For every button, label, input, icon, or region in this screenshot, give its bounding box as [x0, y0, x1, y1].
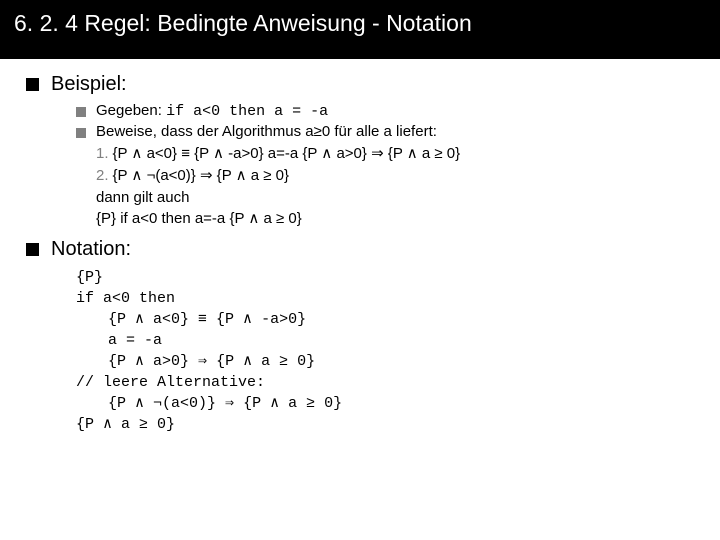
slide-content: Beispiel: Gegeben: if a<0 then a = -a Be…	[0, 59, 720, 435]
given-code: if a<0 then a = -a	[166, 103, 328, 120]
section-heading: Beispiel:	[51, 73, 127, 96]
given-line: Gegeben: if a<0 then a = -a	[76, 102, 720, 120]
code-line: a = -a	[76, 330, 720, 351]
code-line: if a<0 then	[76, 288, 720, 309]
section-notation: Notation:	[26, 238, 720, 261]
notation-code: {P} if a<0 then {P ∧ a<0} ≡ {P ∧ -a>0} a…	[76, 267, 720, 435]
step-text: {P ∧ ¬(a<0)} ⇒ {P ∧ a ≥ 0}	[113, 167, 289, 184]
code-line: {P ∧ a<0} ≡ {P ∧ -a>0}	[76, 309, 720, 330]
bullet-square-icon	[76, 107, 86, 117]
proof-steps: 1.{P ∧ a<0} ≡ {P ∧ -a>0} a=-a {P ∧ a>0} …	[96, 143, 720, 230]
step-2: 2.{P ∧ ¬(a<0)} ⇒ {P ∧ a ≥ 0}	[96, 165, 720, 187]
bullet-square-icon	[76, 128, 86, 138]
given-text: Gegeben: if a<0 then a = -a	[96, 102, 328, 120]
bullet-square-icon	[26, 78, 39, 91]
conclusion-line: {P} if a<0 then a=-a {P ∧ a ≥ 0}	[96, 208, 720, 230]
code-line: {P}	[76, 267, 720, 288]
section-heading: Notation:	[51, 238, 131, 261]
then-line: dann gilt auch	[96, 187, 720, 209]
step-1: 1.{P ∧ a<0} ≡ {P ∧ -a>0} a=-a {P ∧ a>0} …	[96, 143, 720, 165]
code-line: {P ∧ a ≥ 0}	[76, 414, 720, 435]
beispiel-body: Gegeben: if a<0 then a = -a Beweise, das…	[76, 102, 720, 230]
section-beispiel: Beispiel:	[26, 73, 720, 96]
step-text: {P ∧ a<0} ≡ {P ∧ -a>0} a=-a {P ∧ a>0} ⇒ …	[113, 145, 461, 162]
step-number: 1.	[96, 145, 109, 162]
code-line: {P ∧ ¬(a<0)} ⇒ {P ∧ a ≥ 0}	[76, 393, 720, 414]
code-line: // leere Alternative:	[76, 372, 720, 393]
given-label: Gegeben:	[96, 102, 162, 119]
prove-text: Beweise, dass der Algorithmus a≥0 für al…	[96, 123, 437, 140]
bullet-square-icon	[26, 243, 39, 256]
slide-title: 6. 2. 4 Regel: Bedingte Anweisung - Nota…	[0, 0, 720, 59]
prove-line: Beweise, dass der Algorithmus a≥0 für al…	[76, 123, 720, 140]
step-number: 2.	[96, 167, 109, 184]
code-line: {P ∧ a>0} ⇒ {P ∧ a ≥ 0}	[76, 351, 720, 372]
